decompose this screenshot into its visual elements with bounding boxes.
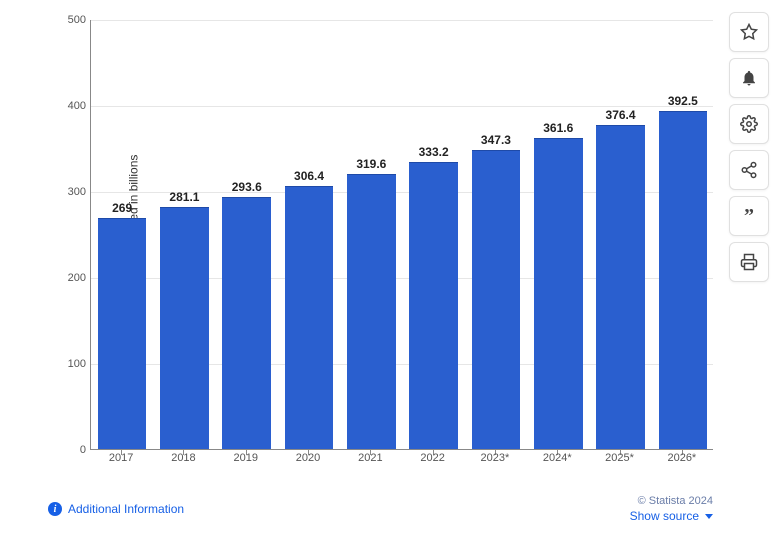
x-tick-label: 2017 — [109, 452, 133, 464]
action-sidebar: ” — [729, 12, 773, 282]
x-tick-label: 2024* — [543, 452, 572, 464]
bar[interactable]: 392.5 — [659, 111, 708, 449]
additional-info-label: Additional Information — [68, 502, 184, 516]
bar-value-label: 293.6 — [232, 180, 262, 194]
bell-icon — [740, 69, 758, 87]
x-tick-label: 2022 — [420, 452, 444, 464]
chart-container: E-mails sent and received in billions 26… — [48, 20, 713, 480]
bar-value-label: 333.2 — [419, 145, 449, 159]
bar-value-label: 361.6 — [543, 121, 573, 135]
quote-icon: ” — [744, 210, 754, 222]
bar-value-label: 347.3 — [481, 133, 511, 147]
bar-value-label: 269 — [112, 201, 132, 215]
x-tick-label: 2025* — [605, 452, 634, 464]
bar[interactable]: 376.4 — [596, 125, 645, 449]
bar[interactable]: 333.2 — [409, 162, 458, 449]
bar[interactable]: 281.1 — [160, 207, 209, 449]
bar[interactable]: 269 — [98, 218, 147, 449]
star-icon — [740, 23, 758, 41]
citation-button[interactable]: ” — [729, 196, 769, 236]
show-source-label: Show source — [630, 509, 699, 523]
favorite-button[interactable] — [729, 12, 769, 52]
y-tick-label: 500 — [48, 14, 86, 26]
y-tick-label: 100 — [48, 358, 86, 370]
y-tick-label: 300 — [48, 186, 86, 198]
gear-icon — [740, 115, 758, 133]
print-button[interactable] — [729, 242, 769, 282]
bar[interactable]: 293.6 — [222, 197, 271, 449]
y-tick-label: 400 — [48, 100, 86, 112]
y-tick-label: 0 — [48, 444, 86, 456]
print-icon — [740, 253, 758, 271]
chart-footer: i Additional Information © Statista 2024… — [48, 489, 713, 529]
gridline — [91, 20, 713, 21]
bar[interactable]: 319.6 — [347, 174, 396, 449]
info-icon: i — [48, 502, 62, 516]
settings-button[interactable] — [729, 104, 769, 144]
bar-value-label: 376.4 — [606, 108, 636, 122]
x-tick-label: 2023* — [481, 452, 510, 464]
bar-value-label: 281.1 — [169, 190, 199, 204]
x-tick-label: 2021 — [358, 452, 382, 464]
x-tick-label: 2020 — [296, 452, 320, 464]
bar-value-label: 319.6 — [356, 157, 386, 171]
bar-value-label: 306.4 — [294, 169, 324, 183]
share-button[interactable] — [729, 150, 769, 190]
share-icon — [740, 161, 758, 179]
bar[interactable]: 361.6 — [534, 138, 583, 449]
x-tick-label: 2026* — [667, 452, 696, 464]
gridline — [91, 106, 713, 107]
bar[interactable]: 306.4 — [285, 186, 334, 450]
plot-area: 269 281.1 293.6 306.4 319.6 333.2 347.3 361.6 37… — [90, 20, 713, 450]
x-tick-label: 2019 — [234, 452, 258, 464]
chevron-down-icon — [705, 514, 713, 519]
bar-value-label: 392.5 — [668, 94, 698, 108]
alert-button[interactable] — [729, 58, 769, 98]
show-source-link[interactable]: Show source — [630, 509, 713, 523]
y-tick-label: 200 — [48, 272, 86, 284]
copyright-text: © Statista 2024 — [630, 495, 713, 507]
additional-info-link[interactable]: i Additional Information — [48, 502, 184, 516]
bar[interactable]: 347.3 — [472, 150, 521, 449]
x-tick-label: 2018 — [171, 452, 195, 464]
